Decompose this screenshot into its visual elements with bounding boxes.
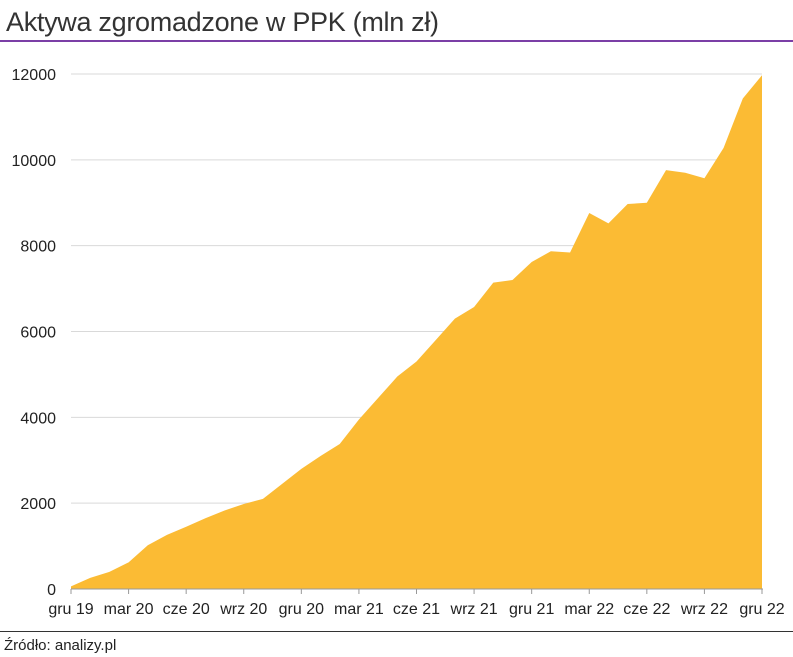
data-point	[396, 375, 399, 378]
data-point	[569, 251, 572, 254]
data-point	[223, 509, 226, 512]
data-point	[185, 525, 188, 528]
data-point	[357, 418, 360, 421]
data-point	[165, 533, 168, 536]
data-point	[684, 171, 687, 174]
data-point	[741, 97, 744, 100]
x-tick-label: gru 21	[509, 601, 554, 618]
x-tick-label: wrz 22	[680, 601, 728, 618]
y-tick-label: 6000	[20, 325, 56, 342]
data-point	[70, 585, 73, 588]
title-underline	[0, 40, 793, 42]
area-fill	[71, 75, 762, 590]
data-point	[300, 467, 303, 470]
data-point	[453, 317, 456, 320]
chart-title: Aktywa zgromadzone w PPK (mln zł)	[6, 7, 439, 37]
data-point	[607, 222, 610, 225]
y-tick-label: 8000	[20, 239, 56, 256]
data-point	[588, 212, 591, 215]
data-point	[530, 260, 533, 263]
x-tick-label: cze 20	[163, 601, 210, 618]
y-tick-label: 2000	[20, 496, 56, 513]
x-tick-label: mar 20	[104, 601, 154, 618]
y-tick-label: 0	[47, 582, 56, 599]
data-point	[146, 544, 149, 547]
x-tick-label: wrz 20	[219, 601, 267, 618]
area-series	[70, 74, 764, 590]
axes: 0 2000 4000 6000 8000 10000 12000 gru 19 mar 20 c…	[12, 67, 785, 618]
data-point	[434, 339, 437, 342]
data-point	[415, 360, 418, 363]
x-tick-label: gru 22	[739, 601, 784, 618]
data-point	[242, 503, 245, 506]
y-tick-label: 4000	[20, 410, 56, 427]
data-point	[645, 201, 648, 204]
footer-divider	[0, 631, 793, 632]
x-tick-label: gru 19	[48, 601, 93, 618]
data-point	[204, 517, 207, 520]
x-tick-label: mar 21	[334, 601, 384, 618]
data-point	[549, 250, 552, 253]
data-point	[261, 497, 264, 500]
x-tick-label: cze 22	[623, 601, 670, 618]
data-point	[665, 169, 668, 172]
x-tick-label: gru 20	[279, 601, 324, 618]
data-point	[511, 279, 514, 282]
data-point	[108, 570, 111, 573]
data-point	[492, 281, 495, 284]
x-tick-label: wrz 21	[450, 601, 498, 618]
data-point	[761, 74, 764, 77]
data-point	[722, 146, 725, 149]
data-point	[626, 203, 629, 206]
source-note: Źródło: analizy.pl	[4, 637, 117, 654]
x-tick-label: cze 21	[393, 601, 440, 618]
y-tick-label: 12000	[12, 67, 57, 84]
y-tick-label: 10000	[12, 153, 57, 170]
data-point	[377, 397, 380, 400]
data-point	[281, 482, 284, 485]
data-point	[338, 442, 341, 445]
data-point	[703, 177, 706, 180]
data-point	[89, 576, 92, 579]
data-point	[319, 454, 322, 457]
data-point	[127, 561, 130, 564]
data-point	[473, 306, 476, 309]
x-tick-label: mar 22	[564, 601, 614, 618]
